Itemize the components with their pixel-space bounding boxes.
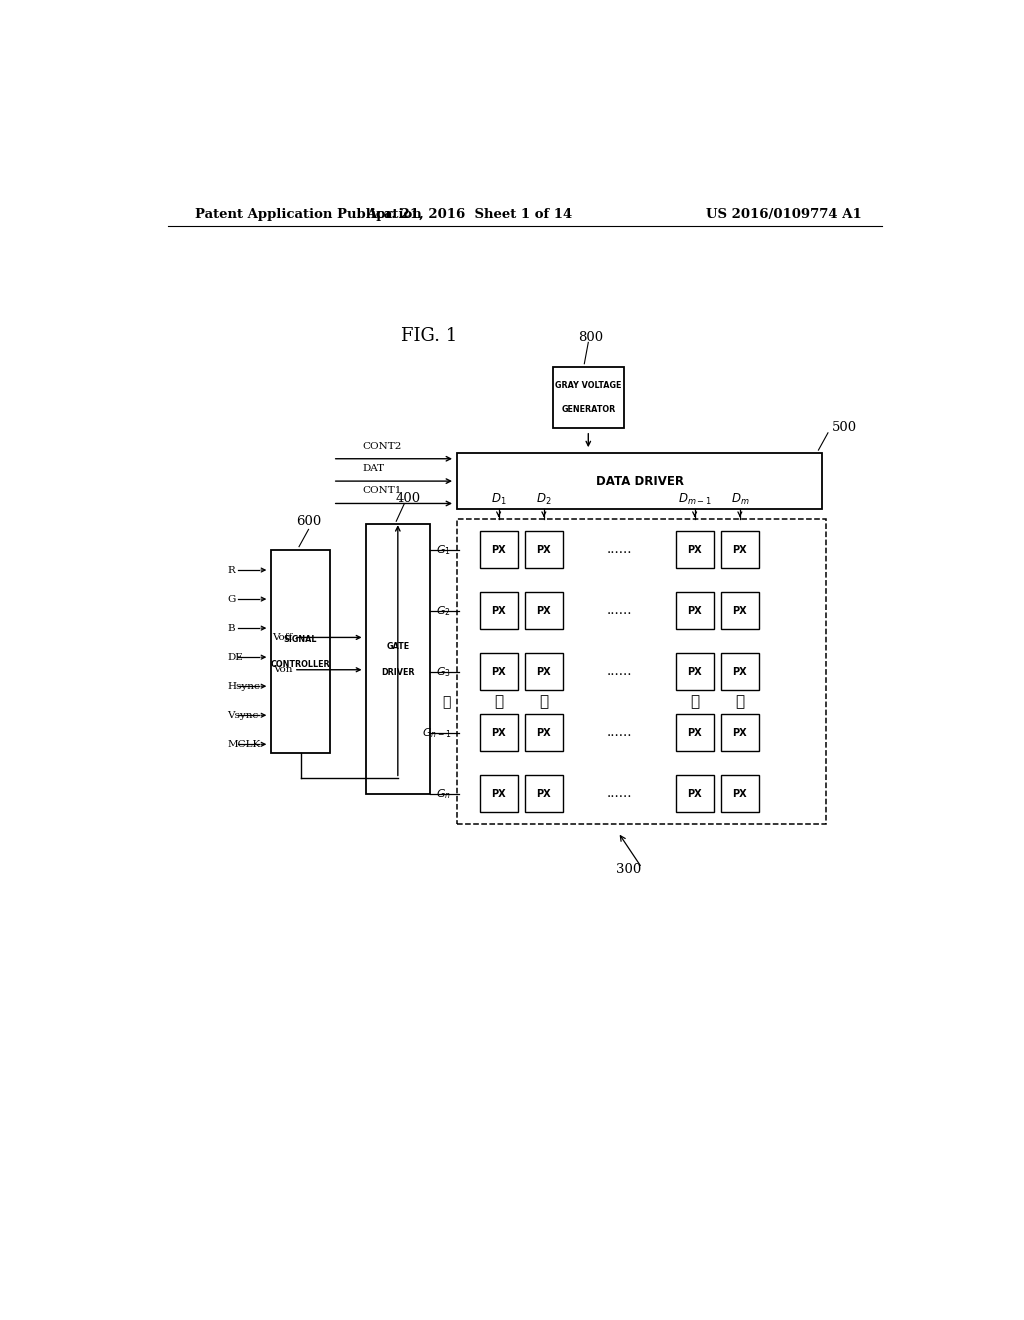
Text: Voff: Voff: [272, 632, 292, 642]
Text: FIG. 1: FIG. 1: [401, 327, 458, 346]
Bar: [524, 775, 563, 812]
Bar: [270, 549, 331, 752]
Bar: [721, 714, 759, 751]
Text: PX: PX: [492, 545, 506, 554]
Text: PX: PX: [687, 667, 701, 677]
Text: ⋮: ⋮: [540, 696, 549, 709]
Text: $D_{m-1}$: $D_{m-1}$: [678, 492, 712, 507]
Text: SIGNAL: SIGNAL: [284, 635, 317, 644]
Bar: [721, 532, 759, 568]
Text: DRIVER: DRIVER: [381, 668, 415, 677]
Text: ......: ......: [606, 605, 632, 618]
Text: ⋮: ⋮: [735, 696, 744, 709]
Text: DE: DE: [227, 652, 243, 661]
Text: Patent Application Publication: Patent Application Publication: [196, 207, 422, 220]
Text: PX: PX: [732, 667, 748, 677]
Text: PX: PX: [732, 788, 748, 799]
Text: PX: PX: [537, 606, 551, 615]
Bar: [479, 653, 518, 690]
Bar: [479, 532, 518, 568]
Text: G: G: [227, 594, 236, 603]
Text: Von: Von: [272, 665, 292, 675]
Text: $D_1$: $D_1$: [490, 492, 507, 507]
Text: PX: PX: [537, 727, 551, 738]
Bar: [524, 593, 563, 630]
Bar: [553, 367, 624, 428]
Text: DATA DRIVER: DATA DRIVER: [596, 475, 684, 487]
Text: PX: PX: [492, 606, 506, 615]
Text: PX: PX: [537, 788, 551, 799]
Bar: [721, 593, 759, 630]
Text: PX: PX: [687, 727, 701, 738]
Text: ⋮: ⋮: [690, 696, 699, 709]
Text: PX: PX: [537, 545, 551, 554]
Text: ......: ......: [606, 787, 632, 800]
Text: 600: 600: [296, 515, 322, 528]
Bar: [721, 775, 759, 812]
Text: PX: PX: [732, 606, 748, 615]
Bar: [524, 714, 563, 751]
Text: PX: PX: [492, 788, 506, 799]
Text: 500: 500: [831, 421, 857, 434]
Bar: [458, 453, 822, 510]
Bar: [479, 775, 518, 812]
Text: $G_3$: $G_3$: [436, 665, 451, 678]
Text: Vsync: Vsync: [227, 710, 258, 719]
Text: GENERATOR: GENERATOR: [561, 405, 615, 414]
Text: PX: PX: [492, 667, 506, 677]
Bar: [721, 653, 759, 690]
Text: ⋮: ⋮: [494, 696, 503, 709]
Text: GATE: GATE: [386, 643, 410, 651]
Text: Apr. 21, 2016  Sheet 1 of 14: Apr. 21, 2016 Sheet 1 of 14: [367, 207, 572, 220]
Bar: [676, 593, 714, 630]
Text: $G_2$: $G_2$: [436, 603, 451, 618]
Text: PX: PX: [492, 727, 506, 738]
Text: ......: ......: [606, 665, 632, 678]
Bar: [524, 532, 563, 568]
Bar: [676, 714, 714, 751]
Text: CONT2: CONT2: [362, 442, 401, 450]
Text: ......: ......: [606, 544, 632, 556]
Bar: [676, 775, 714, 812]
Text: $D_2$: $D_2$: [537, 492, 552, 507]
Text: PX: PX: [732, 727, 748, 738]
Text: ......: ......: [606, 726, 632, 739]
Text: PX: PX: [687, 788, 701, 799]
Text: US 2016/0109774 A1: US 2016/0109774 A1: [707, 207, 862, 220]
Text: MCLK: MCLK: [227, 739, 260, 748]
Text: $D_m$: $D_m$: [730, 492, 750, 507]
Text: CONT1: CONT1: [362, 486, 401, 495]
Text: PX: PX: [537, 667, 551, 677]
Text: 300: 300: [615, 863, 641, 876]
Bar: [479, 714, 518, 751]
Bar: [676, 653, 714, 690]
Text: DAT: DAT: [362, 463, 384, 473]
Text: PX: PX: [687, 545, 701, 554]
Bar: [458, 519, 826, 824]
Bar: [524, 653, 563, 690]
Text: B: B: [227, 623, 234, 632]
Text: ⋮: ⋮: [442, 696, 451, 709]
Text: PX: PX: [687, 606, 701, 615]
Text: 800: 800: [579, 331, 603, 343]
Text: $G_n$: $G_n$: [436, 787, 451, 800]
Text: GRAY VOLTAGE: GRAY VOLTAGE: [555, 380, 622, 389]
Text: $G_{n-1}$: $G_{n-1}$: [422, 726, 451, 739]
Text: PX: PX: [732, 545, 748, 554]
Bar: [676, 532, 714, 568]
Text: R: R: [227, 565, 234, 574]
Text: CONTROLLER: CONTROLLER: [270, 660, 331, 669]
Text: $G_1$: $G_1$: [436, 543, 451, 557]
Text: 400: 400: [395, 492, 421, 506]
Bar: [479, 593, 518, 630]
Text: Hsync: Hsync: [227, 681, 260, 690]
Bar: [367, 524, 430, 793]
